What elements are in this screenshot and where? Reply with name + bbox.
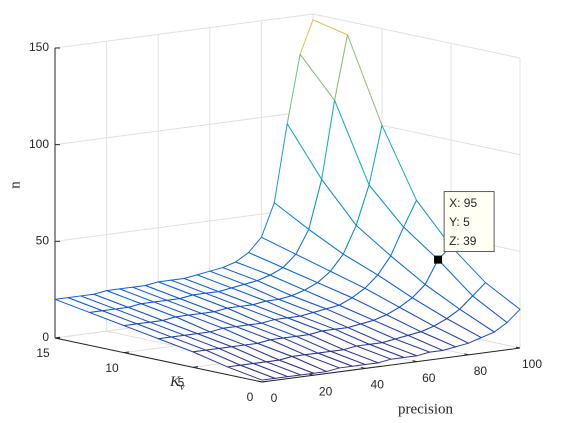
x-tick <box>361 367 366 369</box>
datatip-marker <box>434 255 443 264</box>
x-tick-label: 80 <box>474 364 488 378</box>
y-tick <box>261 380 268 383</box>
y-tick-label: 5 <box>178 376 185 390</box>
x-tick-label: 20 <box>319 384 333 398</box>
z-tick-label: 100 <box>29 137 49 151</box>
z-tick-label: 0 <box>42 330 49 344</box>
grid-line <box>312 13 521 59</box>
x-tick-label: 60 <box>422 371 436 385</box>
y-axis-line <box>54 337 263 383</box>
y-tick-label: 10 <box>105 361 119 375</box>
datatip-label: Z: 39 <box>449 234 477 248</box>
grid-line <box>54 13 314 49</box>
x-tick-label: 0 <box>271 391 278 405</box>
grid-line <box>54 110 314 146</box>
x-tick-label: 100 <box>522 357 542 371</box>
datatip-label: Y: 5 <box>449 215 470 229</box>
y-tick <box>123 351 130 354</box>
z-tick-label: 50 <box>36 234 50 248</box>
x-axis-label: precision <box>398 401 453 417</box>
datatip-label: X: 95 <box>449 196 477 210</box>
datatip-box <box>443 191 495 253</box>
mesh-cell <box>227 364 276 381</box>
y-tick-label: 15 <box>36 346 50 360</box>
x-tick <box>464 353 469 356</box>
y-axis-label-main: K <box>169 374 181 390</box>
surface <box>54 19 521 381</box>
x-tick <box>257 380 263 383</box>
x-tick <box>515 346 521 349</box>
y-tick <box>192 366 199 368</box>
x-tick-label: 40 <box>371 378 385 392</box>
x-axis-line <box>261 347 521 383</box>
y-axis-label: Kv <box>169 374 185 393</box>
y-tick-label: 0 <box>247 390 254 404</box>
x-tick <box>309 373 314 376</box>
z-tick-label: 150 <box>29 40 49 54</box>
y-tick <box>54 336 61 339</box>
x-tick <box>412 360 417 363</box>
z-axis-label: n <box>7 181 23 189</box>
y-axis-label-subscript: v <box>180 382 185 393</box>
